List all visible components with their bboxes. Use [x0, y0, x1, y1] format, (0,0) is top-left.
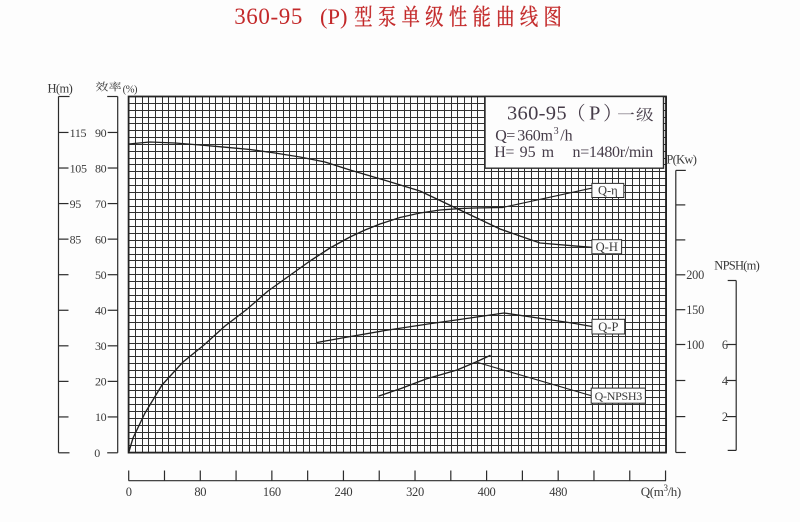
svg-text:3: 3 [554, 126, 559, 137]
svg-text:40: 40 [95, 304, 107, 318]
svg-text:150: 150 [686, 303, 704, 317]
svg-text:20: 20 [95, 375, 107, 389]
svg-text:60: 60 [95, 232, 107, 246]
svg-text:400: 400 [478, 485, 496, 499]
svg-text:80: 80 [194, 485, 206, 499]
svg-text:NPSH(m): NPSH(m) [714, 258, 759, 272]
svg-text:/h: /h [560, 128, 572, 145]
svg-text:0: 0 [94, 446, 100, 460]
svg-text:Q(m3/h): Q(m3/h) [641, 483, 681, 499]
svg-text:4: 4 [722, 374, 728, 388]
svg-text:Q=: Q= [495, 128, 515, 145]
svg-text:n=1480r/min: n=1480r/min [573, 144, 654, 161]
svg-text:480: 480 [549, 485, 567, 499]
svg-text:10: 10 [95, 410, 107, 424]
svg-text:320: 320 [406, 485, 424, 499]
svg-text:H=: H= [494, 144, 514, 161]
svg-text:160: 160 [263, 485, 281, 499]
svg-text:90: 90 [95, 126, 107, 140]
svg-text:95: 95 [520, 144, 536, 161]
svg-text:m: m [542, 144, 555, 161]
svg-text:105: 105 [70, 161, 87, 175]
svg-text:H(m): H(m) [48, 81, 73, 95]
svg-text:0: 0 [126, 485, 132, 499]
svg-text:240: 240 [335, 485, 353, 499]
svg-text:Q-η: Q-η [598, 184, 618, 198]
svg-text:(%): (%) [123, 85, 138, 96]
svg-text:115: 115 [70, 126, 87, 140]
svg-text:Q-H: Q-H [596, 240, 618, 254]
svg-text:360m: 360m [517, 128, 553, 145]
svg-text:95: 95 [70, 197, 82, 211]
svg-text:80: 80 [95, 161, 107, 175]
svg-text:2: 2 [722, 410, 728, 424]
svg-text:6: 6 [722, 338, 728, 352]
svg-text:P: P [589, 102, 600, 124]
svg-text:360-95: 360-95 [234, 4, 303, 29]
svg-text:(P): (P) [320, 4, 348, 29]
svg-text:200: 200 [686, 268, 704, 282]
svg-text:50: 50 [95, 268, 107, 282]
svg-text:Q-NPSH3: Q-NPSH3 [595, 389, 643, 403]
svg-text:100: 100 [686, 338, 704, 352]
svg-text:70: 70 [95, 197, 107, 211]
svg-text:85: 85 [70, 232, 82, 246]
svg-text:Q-P: Q-P [598, 320, 618, 334]
svg-text:P(Kw): P(Kw) [666, 153, 696, 167]
svg-text:30: 30 [95, 339, 107, 353]
svg-text:360-95: 360-95 [507, 102, 567, 124]
